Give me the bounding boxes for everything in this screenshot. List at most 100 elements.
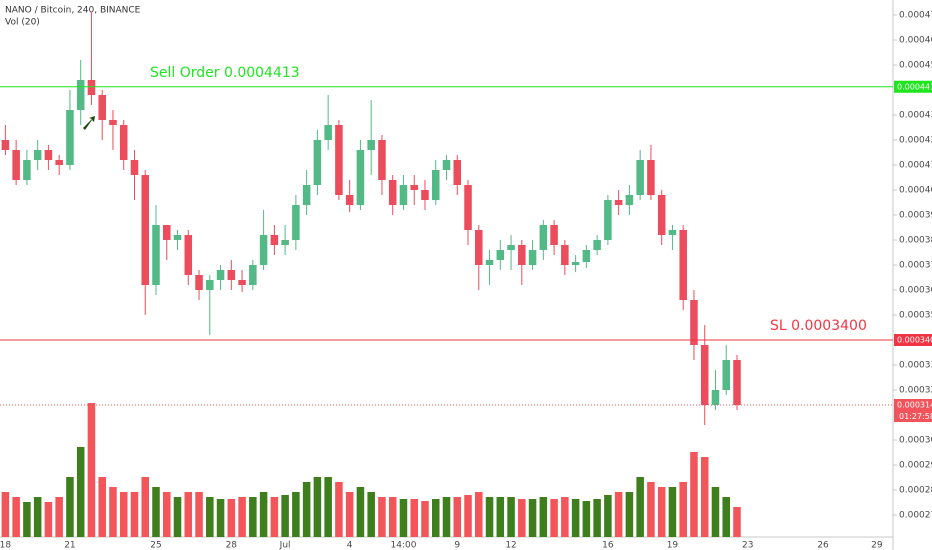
y-tick-label: 0.0003900 <box>899 211 932 221</box>
candle-body <box>249 265 257 285</box>
volume-bar <box>690 452 698 537</box>
volume-bar <box>270 497 279 537</box>
volume-bar <box>162 492 171 537</box>
candle-body <box>604 200 612 240</box>
volume-bar <box>431 499 440 537</box>
candle-body <box>518 245 526 265</box>
volume-bar <box>206 497 214 537</box>
candle-body <box>690 300 698 345</box>
candle-body <box>173 235 182 240</box>
candle-body <box>345 195 354 205</box>
candle-body <box>625 195 634 205</box>
y-tick-label: 0.0004600 <box>899 36 932 46</box>
candle-body <box>561 245 569 265</box>
y-tick-label: 0.0003200 <box>899 386 932 396</box>
volume-bar <box>173 497 182 537</box>
x-tick-label: 16 <box>602 541 614 550</box>
y-tick-label: 0.0004300 <box>899 111 932 121</box>
volume-bar <box>1 492 10 537</box>
volume-bar <box>507 497 515 537</box>
volume-bar <box>249 497 257 537</box>
volume-bar <box>119 492 128 537</box>
level-label: SL 0.0003400 <box>770 318 867 334</box>
candle-body <box>109 120 117 125</box>
volume-bar <box>442 497 451 537</box>
volume-bar <box>238 497 246 537</box>
volume-bar <box>378 497 386 537</box>
volume-bar <box>421 501 429 537</box>
candle-body <box>571 262 580 265</box>
candle-body <box>141 175 150 285</box>
last-price-label: 0.0003140 <box>897 401 932 410</box>
candle-body <box>388 180 397 205</box>
level-label: Sell Order 0.0004413 <box>150 65 300 81</box>
y-tick-label: 0.0004500 <box>899 61 932 71</box>
candle-body <box>614 200 623 205</box>
candle-body <box>485 260 494 265</box>
level-badge-label: 0.0004413 <box>897 82 932 91</box>
y-tick-label: 0.0004000 <box>899 186 932 196</box>
volume-bar <box>528 499 537 537</box>
candle-body <box>313 140 322 185</box>
candle-body <box>162 225 171 240</box>
x-tick-label: 18 <box>0 541 11 550</box>
volume-bar <box>33 497 42 537</box>
x-tick-label: 9 <box>454 541 460 550</box>
candle-body <box>66 110 74 165</box>
candle-body <box>12 150 20 180</box>
candle-body <box>496 250 505 260</box>
x-tick-label: 14:00 <box>390 541 416 550</box>
x-tick-label: 26 <box>817 541 829 550</box>
volume-bar <box>679 482 687 537</box>
candle-body <box>356 150 365 205</box>
candle-body <box>324 125 332 140</box>
candle-body <box>593 240 601 250</box>
volume-bar <box>657 487 666 537</box>
candle-body <box>636 160 644 195</box>
candle-body <box>119 125 128 160</box>
candle-body <box>528 250 537 265</box>
y-tick-label: 0.0003000 <box>899 436 932 446</box>
countdown-label: 01:27:58 <box>899 412 932 421</box>
volume-label: Vol (20) <box>5 18 40 28</box>
candle-body <box>130 160 139 175</box>
candle-body <box>23 160 31 180</box>
volume-bar <box>636 477 644 537</box>
countdown-badge <box>894 411 932 422</box>
volume-bar <box>141 477 150 537</box>
x-tick-label: 25 <box>150 541 161 550</box>
volume-bar <box>711 487 720 537</box>
volume-bar <box>668 487 677 537</box>
candle-body <box>238 280 246 285</box>
volume-bar <box>195 492 203 537</box>
volume-bar <box>259 492 268 537</box>
candle-body <box>98 95 106 120</box>
candle-body <box>44 150 53 160</box>
chart-title: NANO / Bitcoin, 240, BINANCE <box>5 6 141 16</box>
x-tick-label: 28 <box>226 541 238 550</box>
candle-body <box>195 275 203 290</box>
candle-body <box>550 225 558 245</box>
x-tick-label: Jul <box>279 541 291 550</box>
volume-bar <box>87 403 96 537</box>
candle-body <box>76 80 85 110</box>
volume-bar <box>722 497 731 537</box>
candle-body <box>302 185 311 205</box>
y-tick-label: 0.0002900 <box>899 461 932 471</box>
level-badge <box>894 80 932 93</box>
candle-body <box>657 195 666 235</box>
candle-body <box>431 170 440 200</box>
volume-bar <box>335 482 343 537</box>
candle-body <box>1 140 10 150</box>
candle-body <box>507 245 515 250</box>
volume-bar <box>44 502 53 537</box>
x-tick-label: 29 <box>871 541 883 550</box>
volume-bar <box>345 492 354 537</box>
volume-bar <box>625 492 634 537</box>
candle-body <box>367 140 375 150</box>
candle-body <box>33 150 42 160</box>
candle-body <box>475 230 483 265</box>
candle-body <box>679 230 687 300</box>
volume-bar <box>614 492 623 537</box>
